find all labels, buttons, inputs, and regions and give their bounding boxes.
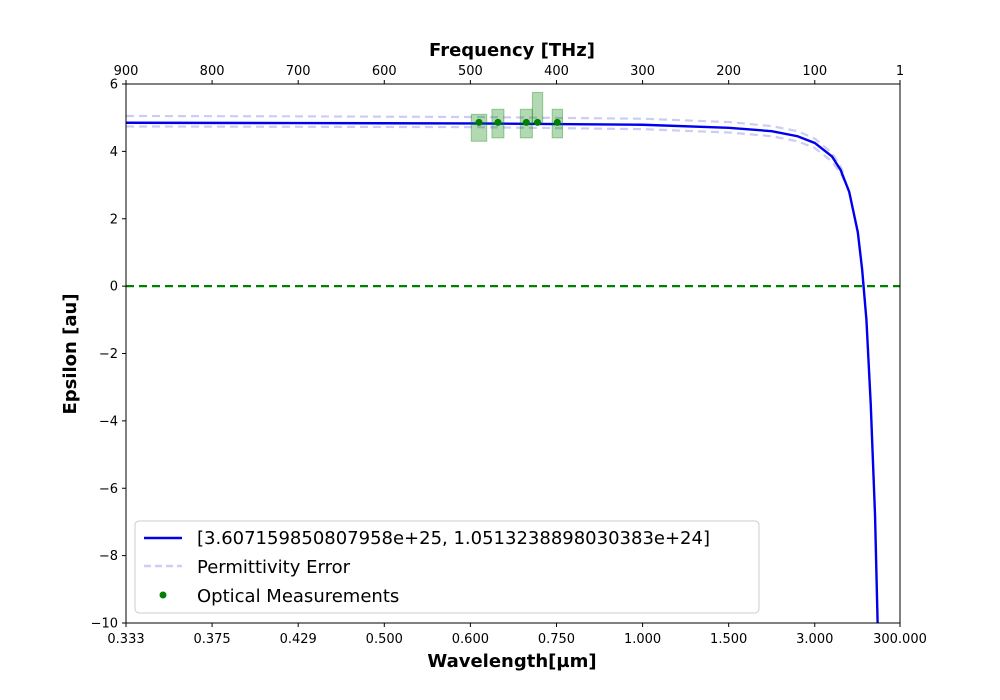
legend-label-fit: [3.607159850807958e+25, 1.05132388980303… [197,528,710,549]
top-x-tick-label-6: 300 [630,64,655,79]
measurement-point-3 [534,118,542,126]
measurement-point-0 [475,118,483,126]
plot-layer [126,91,900,623]
y-tick-label-7: 4 [110,145,118,160]
y-tick-label-5: 0 [110,280,118,295]
y-tick-label-6: 2 [110,212,118,227]
legend-label-error: Permittivity Error [197,557,351,578]
measurement-point-4 [553,118,561,126]
bottom-x-tick-label-0: 0.333 [107,632,144,647]
y-tick-label-1: −8 [99,549,118,564]
top-x-tick-label-9: 1 [896,64,904,79]
y-tick-label-4: −2 [99,347,118,362]
y-tick-label-3: −4 [99,414,118,429]
plot-area [126,91,900,623]
bottom-x-tick-label-6: 1.000 [624,632,661,647]
y-tick-label-0: −10 [91,617,118,632]
y-axis-title: Epsilon [au] [60,293,81,414]
bottom-x-tick-label-9: 300.000 [873,632,927,647]
measurement-error-box-0 [470,113,488,142]
top-x-tick-label-8: 100 [802,64,827,79]
measurement-point-2 [522,118,530,126]
top-x-tick-label-3: 600 [372,64,397,79]
bottom-x-tick-label-1: 0.375 [193,632,230,647]
legend-box [134,520,760,614]
fit-line [126,121,879,623]
y-tick-label-8: 6 [110,78,118,93]
bottom-x-tick-label-4: 0.600 [452,632,489,647]
bottom-x-tick-label-7: 1.500 [710,632,747,647]
top-x-tick-label-4: 500 [458,64,483,79]
legend-swatch-measurements [159,591,167,599]
bottom-x-tick-label-8: 3.000 [796,632,833,647]
measurement-error-box-3 [531,91,544,124]
top-x-tick-label-2: 700 [286,64,311,79]
legend-label-measurements: Optical Measurements [197,586,399,607]
top-x-tick-label-7: 200 [716,64,741,79]
bottom-x-tick-label-2: 0.429 [280,632,317,647]
error-upper-line [126,114,846,178]
top-x-axis-title: Frequency [THz] [429,40,595,61]
error-lower-line [126,125,846,183]
x-axis-title: Wavelength[µm] [427,651,596,672]
ticks-layer: −10 −8 −6 −4 −2 0 2 4 6 0.333 900 0.375 800 0.429 700 0… [91,64,927,647]
y-tick-label-2: −6 [99,482,118,497]
bottom-x-tick-label-5: 0.750 [538,632,575,647]
top-x-tick-label-5: 400 [544,64,569,79]
top-x-tick-label-0: 900 [114,64,139,79]
legend: [3.607159850807958e+25, 1.05132388980303… [134,520,760,614]
measurement-point-1 [494,118,502,126]
top-x-tick-label-1: 800 [200,64,225,79]
bottom-x-tick-label-3: 0.500 [366,632,403,647]
